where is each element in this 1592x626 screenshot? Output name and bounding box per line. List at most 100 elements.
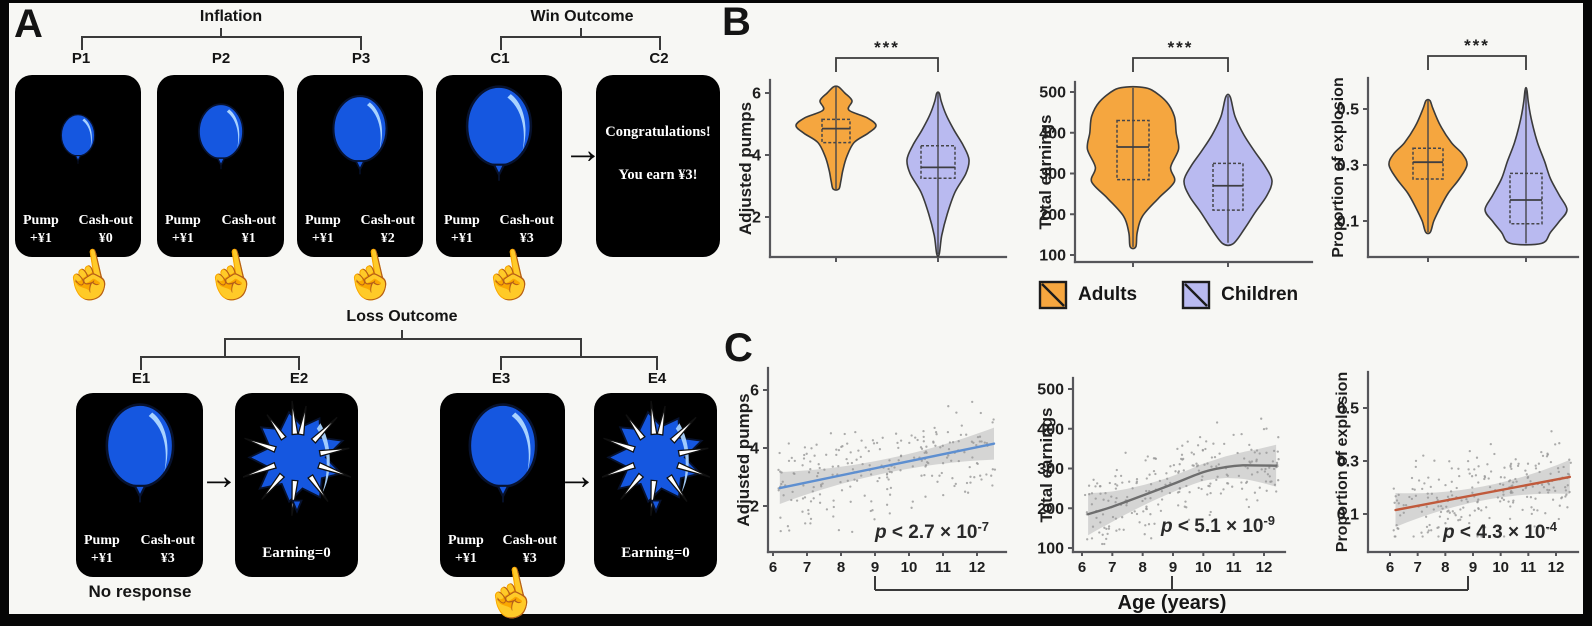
exploded-balloon-svg	[599, 400, 710, 516]
balloon-svg	[197, 103, 244, 170]
svg-text:400: 400	[1039, 125, 1066, 142]
arrow-right-icon: →	[563, 128, 603, 172]
pump-option[interactable]: Pump +¥1	[305, 212, 341, 246]
svg-text:10: 10	[901, 559, 918, 576]
cashout-option[interactable]: Cash-out ¥3	[502, 532, 557, 566]
svg-text:11: 11	[1520, 559, 1536, 576]
y-axis-label: Proportion of explosion	[1334, 372, 1351, 552]
svg-text:7: 7	[1108, 559, 1116, 576]
svg-text:7: 7	[803, 559, 811, 576]
pump-option[interactable]: Pump +¥1	[444, 212, 480, 246]
svg-text:8: 8	[837, 559, 845, 576]
exploded-balloon-graphic	[240, 398, 351, 524]
task-card-c2-win-message: Congratulations! You earn ¥3!	[597, 76, 719, 256]
bracket-line	[81, 36, 362, 38]
earning-zero-text: Earning=0	[621, 545, 690, 561]
arrow-right-icon: →	[557, 454, 597, 498]
svg-text:9: 9	[871, 559, 879, 576]
no-response-note: No response	[88, 582, 192, 601]
card-id-p3: P3	[351, 50, 371, 67]
svg-text:11: 11	[935, 559, 951, 576]
bracket-line	[500, 356, 658, 358]
bracket-line	[140, 356, 300, 358]
pump-option[interactable]: Pump +¥1	[23, 212, 59, 246]
box-iqr	[920, 144, 956, 179]
box-iqr	[1212, 162, 1244, 211]
p-value-label: p < 2.7 × 10-7	[874, 519, 989, 543]
cashout-option[interactable]: Cash-out ¥3	[140, 532, 195, 566]
svg-text:0.1: 0.1	[1337, 507, 1359, 524]
svg-text:0.3: 0.3	[1337, 454, 1359, 471]
adults-swatch-icon	[1038, 280, 1068, 310]
svg-text:12: 12	[1256, 559, 1273, 576]
svg-text:300: 300	[1039, 166, 1066, 183]
bracket-line	[81, 36, 83, 50]
y-axis-label: Adjusted pumps	[734, 393, 753, 526]
card-id-p1: P1	[71, 50, 91, 67]
shared-x-axis-label: Age (years)	[1117, 592, 1227, 614]
svg-text:10: 10	[1195, 559, 1212, 576]
svg-text:100: 100	[1039, 248, 1066, 265]
bracket-line	[500, 36, 661, 38]
task-card-e3: Pump +¥1 Cash-out ¥3	[441, 394, 564, 576]
children-swatch-icon	[1181, 280, 1211, 310]
svg-text:6: 6	[769, 559, 777, 576]
svg-text:8: 8	[1441, 559, 1449, 576]
card-id-e4: E4	[647, 370, 667, 387]
bracket-line	[401, 330, 403, 338]
task-card-c1: Pump +¥1 Cash-out ¥3	[437, 76, 561, 256]
panel-b-label: B	[722, 0, 751, 44]
card-id-c1: C1	[490, 50, 510, 67]
balloon-graphic	[56, 112, 100, 170]
y-axis-label: Total earnings	[1036, 115, 1055, 230]
task-card-e4-explosion: Earning=0	[595, 394, 716, 576]
balloon-svg	[332, 95, 388, 175]
arrow-right-icon: →	[199, 454, 239, 498]
cashout-option[interactable]: Cash-out ¥1	[221, 212, 276, 246]
significance-bracket	[1132, 57, 1229, 72]
balloon-graphic	[459, 402, 547, 512]
pump-option[interactable]: Pump +¥1	[165, 212, 201, 246]
exploded-balloon-graphic	[599, 398, 710, 524]
task-card-e1: Pump +¥1 Cash-out ¥3	[77, 394, 202, 576]
chart-legend: Adults Children	[1038, 280, 1298, 310]
svg-text:6: 6	[1386, 559, 1394, 576]
y-axis-label: Adjusted pumps	[736, 102, 755, 235]
svg-text:6: 6	[752, 86, 761, 103]
cashout-option[interactable]: Cash-out ¥0	[78, 212, 133, 246]
scatter-plot-2: 100 200 300 400 500 Total earnings 6 7 8 9 10 11 12 p…	[1037, 376, 1287, 576]
svg-text:200: 200	[1039, 207, 1066, 224]
cashout-option[interactable]: Cash-out ¥2	[360, 212, 415, 246]
card-id-e3: E3	[491, 370, 511, 387]
inflation-group-title: Inflation	[199, 8, 263, 25]
legend-item-children: Children	[1181, 280, 1298, 310]
task-card-e2-explosion: Earning=0	[236, 394, 357, 576]
legend-children-label: Children	[1221, 284, 1299, 305]
cashout-option[interactable]: Cash-out ¥3	[499, 212, 554, 246]
pump-option[interactable]: Pump +¥1	[448, 532, 484, 566]
svg-text:10: 10	[1492, 559, 1509, 576]
regression-line	[1086, 464, 1278, 516]
bracket-line	[656, 356, 658, 370]
p-value-label: p < 5.1 × 10-9	[1160, 513, 1275, 537]
loss-outcome-group-title: Loss Outcome	[346, 308, 458, 325]
svg-text:100: 100	[1037, 541, 1064, 558]
svg-text:12: 12	[969, 559, 986, 576]
svg-text:12: 12	[1548, 559, 1565, 576]
bracket-line	[224, 338, 582, 340]
bracket-line	[220, 28, 222, 36]
balloon-graphic	[192, 102, 250, 176]
significance-bracket	[835, 57, 939, 72]
svg-text:0.3: 0.3	[1337, 158, 1359, 175]
task-card-p1: Pump +¥1 Cash-out ¥0	[16, 76, 140, 256]
bracket-line	[500, 36, 502, 50]
card-id-c2: C2	[649, 50, 669, 67]
box-iqr	[821, 118, 851, 144]
pump-option[interactable]: Pump +¥1	[84, 532, 120, 566]
box-iqr	[1116, 119, 1150, 181]
